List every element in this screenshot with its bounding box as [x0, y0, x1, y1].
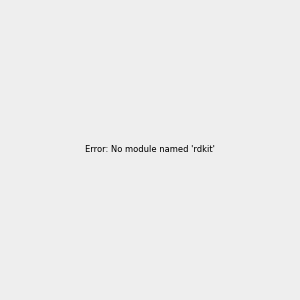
Text: Error: No module named 'rdkit': Error: No module named 'rdkit'	[85, 146, 215, 154]
